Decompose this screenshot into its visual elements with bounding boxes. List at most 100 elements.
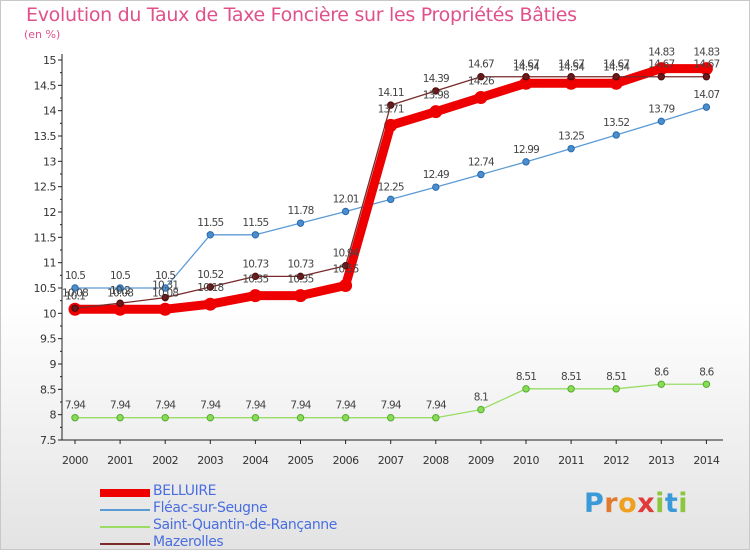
data-point-belluire — [294, 289, 307, 303]
data-label-saint-quantin-de-rancanne: 8.51 — [516, 371, 536, 383]
data-point-fleac-sur-seugne — [161, 284, 169, 292]
logo-letter: x — [637, 488, 656, 519]
legend-swatch-mazerolles — [100, 543, 150, 545]
data-label-belluire: 14.83 — [648, 47, 674, 59]
legend-swatch-fleac — [100, 509, 150, 511]
data-label-mazerolles: 10.52 — [197, 269, 223, 281]
data-label-saint-quantin-de-rancanne: 8.1 — [474, 392, 488, 404]
data-label-belluire: 14.54 — [603, 61, 630, 73]
y-tick-label: 9.5 — [40, 333, 56, 346]
data-point-saint-quantin-de-rancanne — [702, 380, 711, 388]
data-point-fleac-sur-seugne — [71, 284, 79, 292]
data-label-belluire: 10.35 — [287, 274, 313, 286]
y-tick-label: 13.5 — [34, 130, 57, 143]
y-tick-label: 8 — [50, 409, 57, 422]
logo-letter: r — [604, 488, 619, 519]
data-label-belluire: 10.55 — [333, 263, 359, 275]
data-point-mazerolles — [296, 272, 305, 281]
data-label-mazerolles: 14.67 — [558, 59, 584, 71]
data-label-belluire: 14.26 — [468, 75, 495, 87]
data-label-belluire: 13.71 — [378, 103, 404, 115]
data-label-mazerolles: 10.1 — [65, 290, 85, 302]
x-tick-label: 2012 — [603, 454, 629, 467]
x-tick-label: 2001 — [107, 454, 133, 467]
data-label-belluire: 10.35 — [242, 274, 268, 286]
data-label-mazerolles: 14.67 — [468, 59, 494, 71]
legend-item-fleac: Fléac-sur-Seugne — [100, 500, 400, 518]
data-point-saint-quantin-de-rancanne — [116, 414, 124, 422]
data-label-belluire: 10.08 — [107, 287, 133, 299]
data-point-mazerolles — [567, 73, 575, 81]
y-tick-label: 11.5 — [34, 231, 57, 244]
y-tick-label: 14 — [43, 105, 56, 118]
data-point-fleac-sur-seugne — [477, 170, 485, 179]
x-tick-label: 2010 — [513, 454, 539, 467]
data-point-saint-quantin-de-rancanne — [522, 385, 530, 393]
data-point-saint-quantin-de-rancanne — [567, 385, 575, 393]
x-tick-label: 2013 — [648, 454, 674, 467]
data-point-saint-quantin-de-rancanne — [341, 414, 350, 422]
data-label-fleac-sur-seugne: 13.79 — [648, 103, 674, 115]
data-point-mazerolles — [612, 73, 620, 81]
data-label-mazerolles: 10.2 — [110, 285, 130, 297]
y-tick-label: 11 — [43, 257, 56, 270]
data-label-saint-quantin-de-rancanne: 8.51 — [561, 371, 581, 383]
data-label-fleac-sur-seugne: 10.5 — [65, 270, 85, 282]
axes: 7.5 8 8.5 9 9.5 10 10.5 11 11.5 12 12.5 13 13.5 14 14.… — [34, 54, 723, 467]
x-tick-label: 2003 — [197, 454, 223, 467]
data-point-fleac-sur-seugne — [657, 117, 665, 126]
data-label-fleac-sur-seugne: 12.25 — [378, 181, 404, 193]
data-label-mazerolles: 14.67 — [513, 59, 539, 71]
data-label-fleac-sur-seugne: 10.5 — [155, 270, 175, 282]
data-label-fleac-sur-seugne: 11.55 — [197, 217, 223, 229]
data-point-mazerolles — [116, 299, 124, 307]
y-tick-label: 10 — [43, 307, 56, 320]
logo-letter: i — [655, 488, 665, 519]
data-point-saint-quantin-de-rancanne — [387, 414, 395, 422]
data-point-belluire — [248, 289, 262, 303]
data-label-saint-quantin-de-rancanne: 7.94 — [245, 400, 266, 412]
data-point-belluire — [158, 302, 172, 316]
y-tick-label: 12 — [43, 206, 56, 219]
data-label-saint-quantin-de-rancanne: 7.94 — [381, 400, 402, 412]
data-label-mazerolles: 10.73 — [287, 258, 313, 270]
data-label-saint-quantin-de-rancanne: 8.51 — [606, 371, 626, 383]
data-point-mazerolles — [161, 293, 169, 302]
data-point-fleac-sur-seugne — [432, 183, 440, 191]
data-label-belluire: 14.83 — [693, 47, 719, 59]
data-label-saint-quantin-de-rancanne: 7.94 — [290, 400, 311, 412]
logo-letter: t — [664, 488, 679, 519]
series-layer — [68, 62, 713, 422]
data-label-saint-quantin-de-rancanne: 7.94 — [110, 400, 131, 412]
y-tick-label: 8.5 — [40, 383, 56, 396]
y-tick-label: 7.5 — [40, 434, 56, 447]
data-label-saint-quantin-de-rancanne: 7.94 — [200, 400, 221, 412]
data-point-saint-quantin-de-rancanne — [657, 380, 665, 388]
data-point-fleac-sur-seugne — [341, 207, 350, 216]
y-axis-unit-label: (en %) — [24, 28, 61, 41]
x-tick-label: 2006 — [333, 454, 359, 467]
data-point-saint-quantin-de-rancanne — [161, 414, 169, 422]
data-point-mazerolles — [251, 272, 260, 281]
data-point-belluire — [474, 90, 488, 104]
data-label-belluire: 13.98 — [423, 90, 449, 102]
x-tick-label: 2000 — [62, 454, 88, 467]
data-labels: 10.08 10.08 10.08 10.18 10.35 10.35 10.55 13.71… — [62, 47, 720, 412]
data-label-mazerolles: 14.67 — [693, 59, 719, 71]
data-point-mazerolles — [657, 73, 665, 81]
x-tick-label: 2005 — [288, 454, 314, 467]
data-label-mazerolles: 10.94 — [333, 248, 360, 260]
data-point-fleac-sur-seugne — [296, 219, 305, 227]
data-label-mazerolles: 14.39 — [423, 73, 449, 85]
data-label-saint-quantin-de-rancanne: 8.6 — [699, 366, 714, 378]
data-label-belluire: 10.08 — [152, 287, 178, 299]
data-point-fleac-sur-seugne — [567, 144, 575, 153]
data-label-saint-quantin-de-rancanne: 8.6 — [654, 366, 669, 378]
legend-label-mazerolles: Mazerolles — [153, 534, 224, 550]
data-label-fleac-sur-seugne: 12.49 — [423, 169, 449, 181]
x-tick-label: 2008 — [423, 454, 449, 467]
legend-label-saint-quantin: Saint-Quantin-de-Rançanne — [153, 517, 337, 533]
data-label-mazerolles: 14.67 — [603, 59, 629, 71]
legend-item-mazerolles: Mazerolles — [100, 534, 400, 552]
data-point-saint-quantin-de-rancanne — [432, 414, 440, 422]
